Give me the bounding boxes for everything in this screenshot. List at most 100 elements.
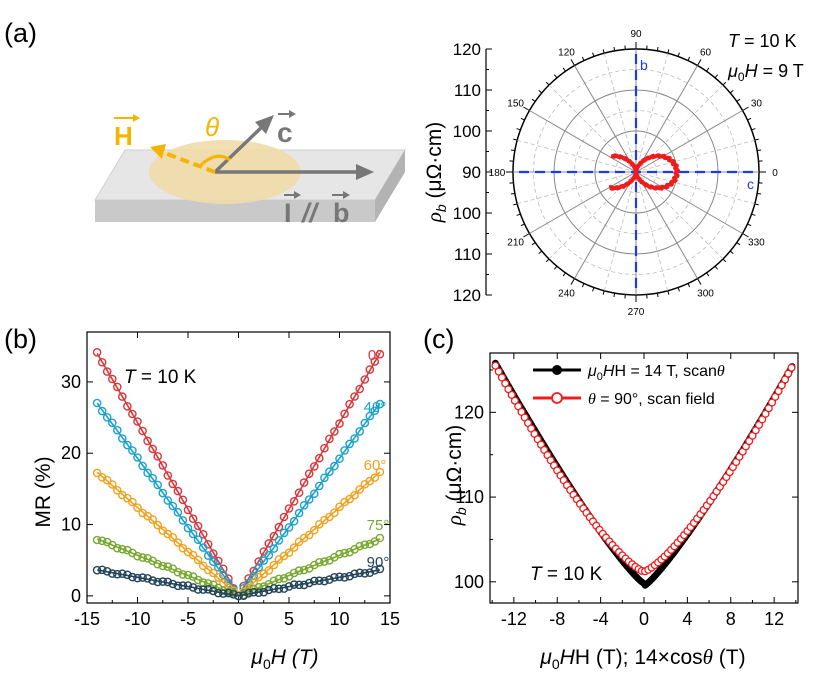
c-axis (213, 123, 266, 174)
chart-c-annotation: T = 10 K (530, 564, 603, 585)
chart-c-xtick-label: -12 (501, 609, 527, 629)
chart-c-xtick-label: -8 (549, 609, 565, 629)
chart-b-point (183, 523, 193, 533)
chart-b-point (340, 548, 349, 558)
chart-b-point (208, 549, 218, 558)
chart-b-point (178, 516, 188, 525)
polar-tick (553, 74, 558, 79)
chart-b-point (355, 485, 365, 494)
chart-b-point (133, 573, 142, 583)
chart-b-point (289, 568, 299, 578)
polar-tick (602, 49, 605, 54)
polar-annotation-H: μ0H = 9 T (727, 61, 804, 84)
polar-tick (531, 98, 536, 102)
polar-tick (677, 287, 680, 292)
chart-b-series (92, 564, 385, 601)
chart-b-point (330, 427, 339, 436)
chart-b-point (218, 586, 228, 596)
chart-b-point (314, 576, 324, 586)
polar-tick (613, 46, 616, 51)
polar-tick (531, 242, 536, 246)
panel-label-a: (a) (4, 18, 37, 48)
chart-b-ytick-label: 10 (61, 515, 81, 535)
chart-b-point (370, 406, 380, 416)
polar-tick (510, 192, 515, 195)
chart-b-point (279, 574, 289, 583)
chart-b-point (325, 434, 334, 444)
chart-b-point (163, 562, 173, 571)
chart-b-point (128, 409, 137, 419)
polar-angle-label: 270 (628, 307, 645, 318)
chart-b-point (365, 365, 375, 374)
chart-b-point (320, 557, 329, 566)
polar-radial-tick-label: 90 (462, 163, 481, 182)
chart-b-point (375, 467, 385, 477)
chart-b-point (350, 392, 359, 401)
chart-c-point-field-scan (497, 373, 506, 382)
chart-b-point (355, 427, 365, 436)
chart-b-point (193, 535, 203, 545)
chart-b-point (274, 522, 284, 532)
chart-b-point (370, 357, 380, 366)
chart-c-point-field-scan (780, 375, 790, 384)
svg-text:ρb (μΩ·cm): ρb (μΩ·cm) (422, 122, 449, 224)
polar-tick (523, 106, 530, 111)
chart-b-point (274, 574, 284, 584)
chart-b-point (335, 502, 344, 512)
chart-b-point (173, 581, 183, 591)
chart-b-point (294, 580, 304, 590)
I-label: I (284, 198, 292, 228)
polar-radial-tick-label: 100 (453, 122, 481, 141)
polar-tick (751, 213, 756, 216)
chart-b-point (350, 490, 359, 500)
chart-b-point (375, 399, 385, 409)
chart-b-ytick-label: 30 (61, 372, 81, 392)
c-arrowhead (255, 115, 274, 134)
polar-spoke (529, 171, 637, 234)
chart-b-point (163, 496, 173, 505)
chart-b-point (118, 569, 127, 579)
chart-b-point (360, 540, 370, 550)
chart-b-point (143, 574, 152, 583)
polar-tick (538, 250, 543, 255)
chart-b: -15 -10 -5 0 5 10 15 0 10 20 30 0° 40° 60° 75° 90° (61, 331, 400, 629)
chart-b-point (335, 419, 344, 428)
panel-label-b: (b) (4, 324, 37, 354)
chart-c-xlabel: μ0HH (T); 14×cosθ (T) (539, 645, 745, 672)
chart-b-point (229, 590, 238, 599)
chart-c-point-field-scan (491, 361, 500, 370)
chart-b-point (198, 530, 208, 539)
polar-angle-label: 180 (489, 168, 506, 179)
chart-b-point (254, 583, 264, 592)
polar-plot: 0 30 60 90 120 150 180 210 240 270 300 330 b c 120 110 1… (453, 29, 779, 318)
polar-tick (706, 67, 710, 72)
polar-tick (677, 52, 680, 57)
chart-b-point (375, 564, 385, 574)
chart-b-point (168, 501, 178, 511)
chart-b-point (168, 533, 178, 542)
polar-angle-label: 150 (507, 99, 524, 110)
chart-b-point (102, 412, 112, 422)
H-label: H (114, 121, 133, 151)
chart-b-point (284, 523, 294, 532)
chart-b-point (309, 576, 319, 586)
polar-angle-label: 120 (558, 48, 575, 59)
polar-tick (553, 265, 558, 270)
polar-tick (538, 89, 543, 94)
chart-b-point (294, 566, 304, 575)
chart-b-point (249, 578, 258, 587)
chart-b-point (330, 508, 339, 518)
chart-b-point (370, 566, 380, 575)
chart-b-point (208, 557, 218, 567)
chart-b-point (102, 367, 112, 376)
chart-b-point (269, 544, 279, 553)
polar-tick (570, 278, 575, 285)
chart-c-ytick-label: 120 (454, 402, 484, 422)
chart-b-point (133, 551, 142, 561)
chart-b-point (173, 567, 183, 577)
polar-tick (757, 149, 762, 152)
field-arrowhead (150, 144, 166, 159)
polar-tick (510, 149, 515, 152)
chart-b-point (345, 571, 354, 581)
chart-b-point (340, 573, 349, 582)
